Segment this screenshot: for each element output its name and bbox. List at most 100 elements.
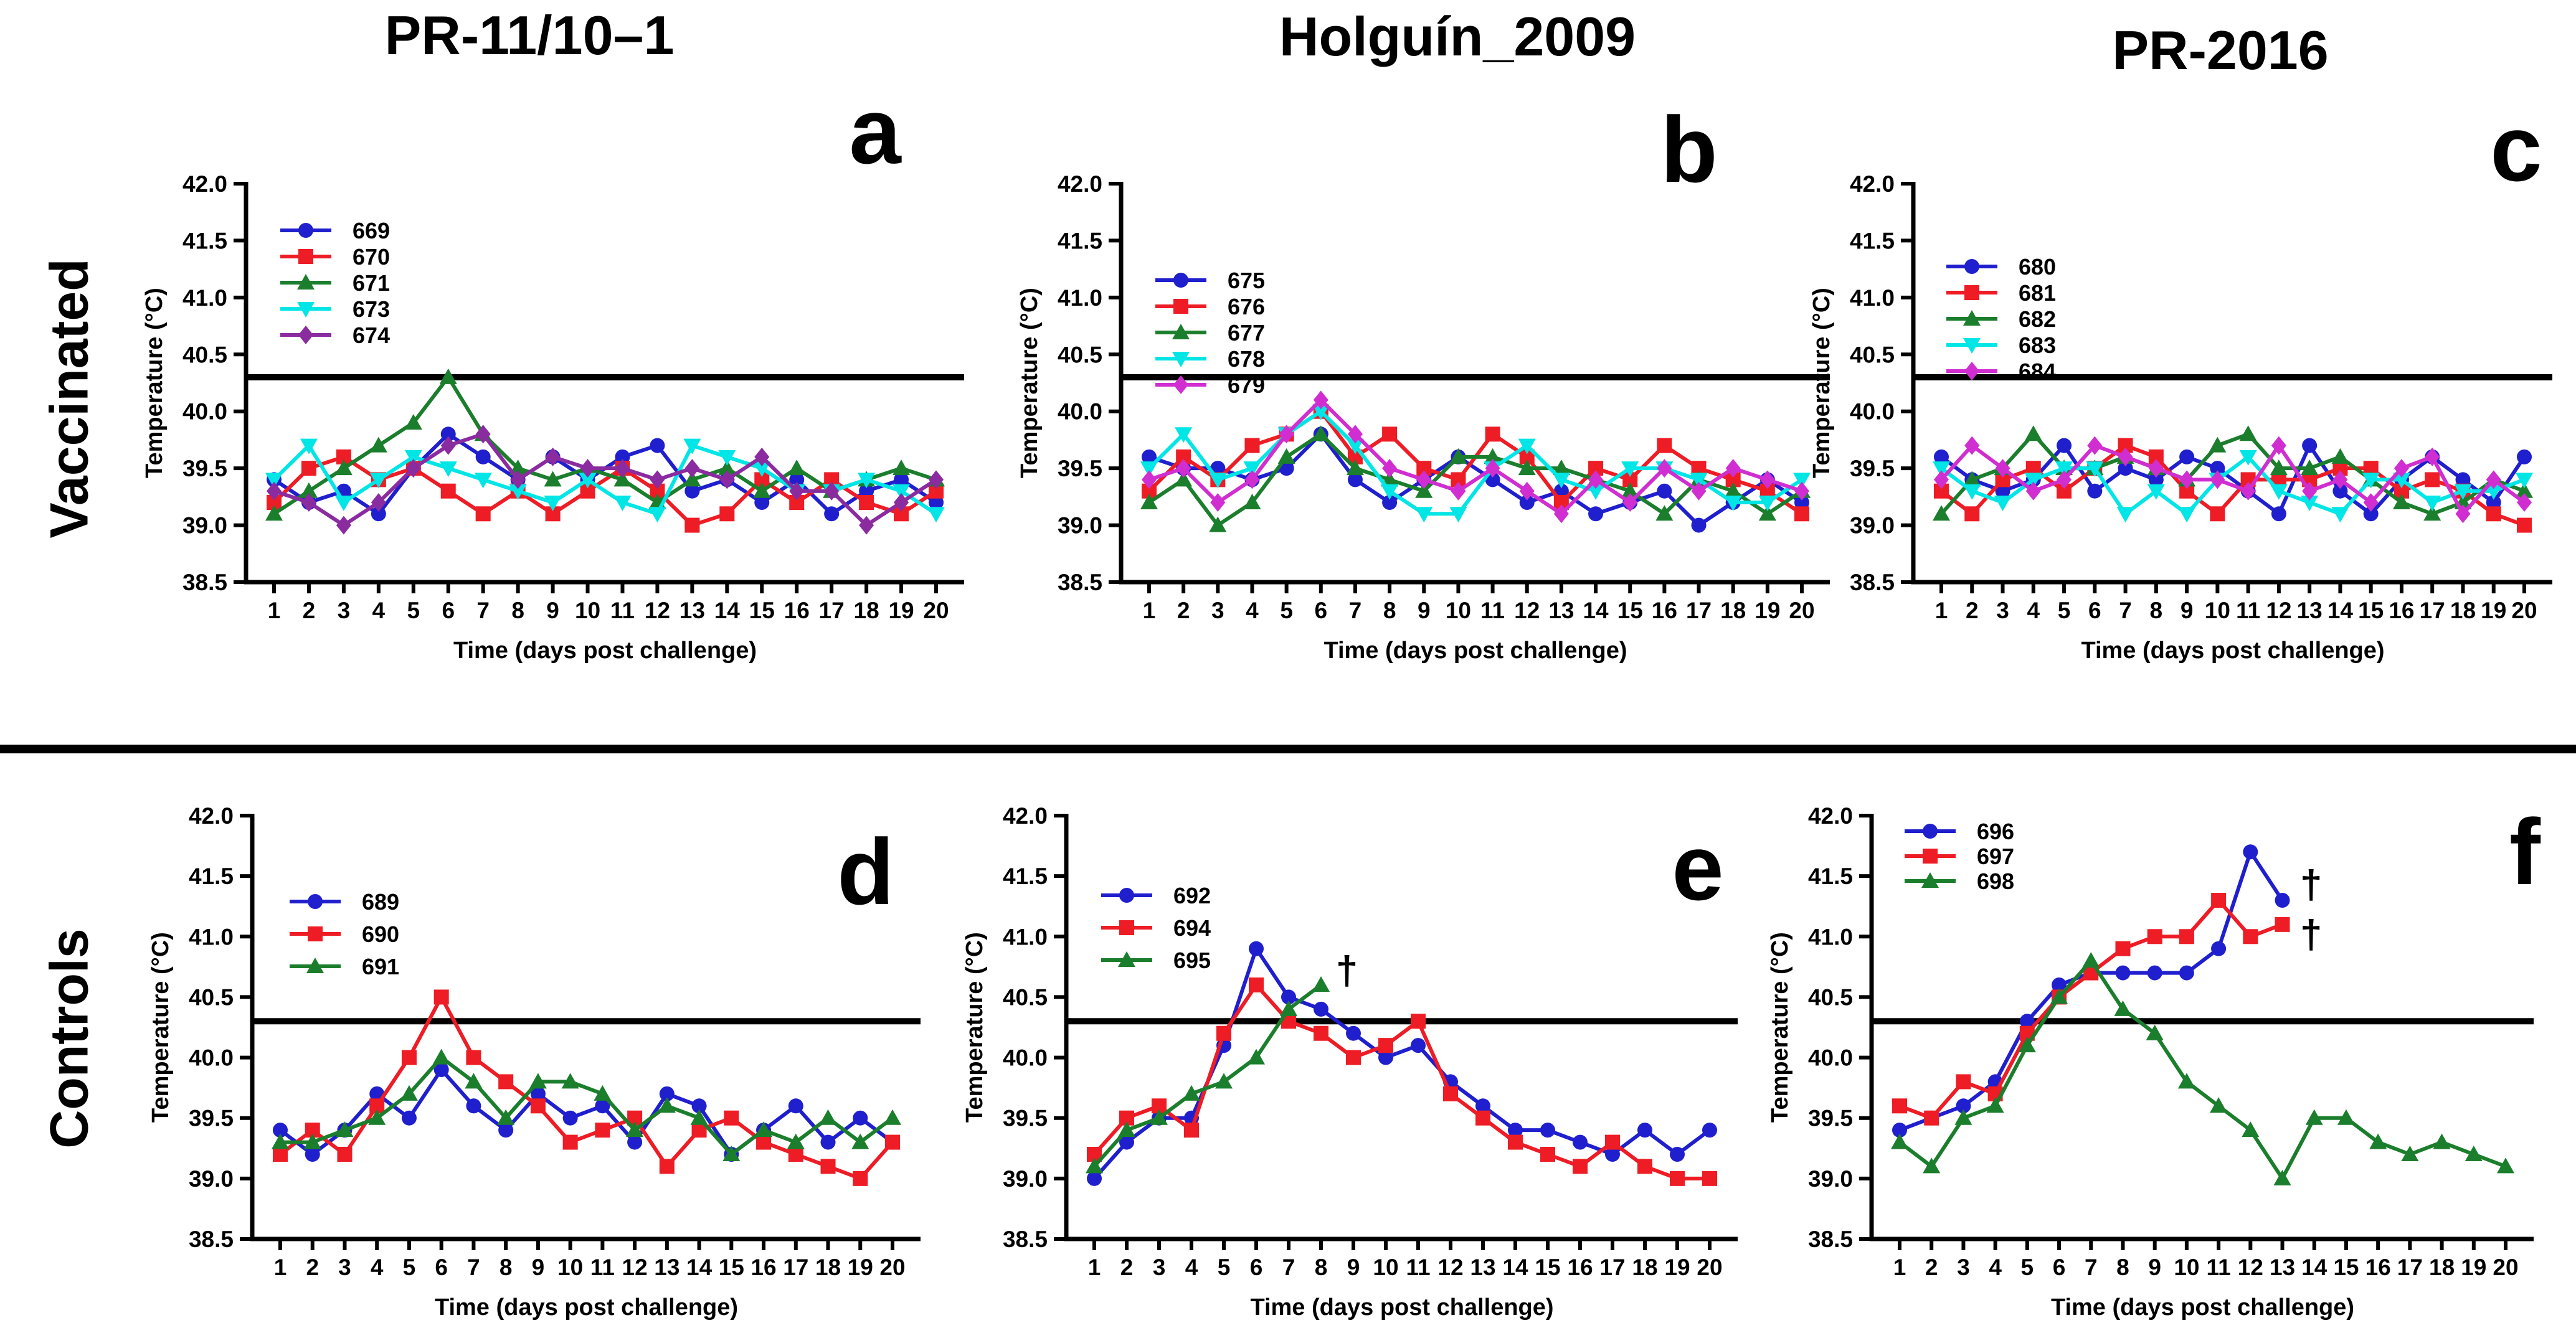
death-dagger-annotation: †	[2300, 862, 2323, 907]
x-tick-label: 1	[274, 1255, 287, 1280]
panel-c: 38.539.039.540.040.541.041.542.01 2 3 4 5 6 7 8…	[1809, 96, 2552, 664]
y-axis-label: Temperature (°C)	[1809, 288, 1835, 478]
marker-680-day6	[2087, 483, 2103, 499]
legend-diamond-icon	[1964, 362, 1979, 380]
marker-684-day2	[1964, 436, 1980, 455]
x-axis-label: Time (days post challenge)	[435, 1294, 738, 1321]
marker-698-day15	[2337, 1109, 2355, 1125]
marker-673-day7	[474, 473, 492, 489]
x-tick-label: 19	[1664, 1255, 1690, 1280]
marker-678-day13	[1552, 473, 1570, 489]
marker-698-day9	[2146, 1024, 2164, 1040]
marker-696-day1	[1892, 1123, 1907, 1138]
panel-b: 38.539.039.540.040.541.041.542.01 2 3 4 5 6 7 8…	[1016, 97, 1830, 664]
marker-669-day18	[859, 483, 874, 499]
series-markers-683	[1933, 450, 2533, 523]
marker-673-day13	[683, 438, 701, 455]
marker-682-day2	[1963, 471, 1981, 487]
marker-673-day18	[858, 473, 876, 489]
legend-circle-icon	[1119, 888, 1134, 903]
marker-678-day4	[1243, 461, 1261, 478]
marker-678-day7	[1346, 438, 1364, 455]
y-tick-label: 42.0	[1850, 171, 1895, 197]
marker-679-day3	[1210, 493, 1226, 512]
marker-669-day13	[684, 483, 700, 499]
x-tick-label: 3	[1996, 598, 2009, 623]
x-tick-label: 5	[403, 1255, 416, 1280]
marker-671-day1	[265, 505, 283, 521]
marker-679-day1	[1142, 470, 1157, 489]
series-markers-695	[1086, 976, 1330, 1174]
marker-696-day12	[2243, 844, 2258, 860]
marker-675-day8	[1382, 495, 1398, 510]
x-axis-label: Time (days post challenge)	[2051, 1294, 2354, 1321]
x-tick-label: 14	[2327, 598, 2354, 623]
y-tick-label: 39.0	[189, 1166, 234, 1192]
legend-square-icon	[1964, 285, 1979, 300]
legend-triangle-up-icon	[306, 958, 324, 973]
marker-679-day9	[1416, 470, 1432, 489]
marker-694-day4	[1184, 1123, 1199, 1138]
marker-680-day8	[2148, 472, 2164, 488]
marker-679-day2	[1176, 459, 1191, 478]
y-tick-label: 40.0	[1808, 1045, 1853, 1071]
x-tick-label: 18	[1632, 1255, 1657, 1280]
y-tick-label: 39.0	[1808, 1166, 1853, 1192]
marker-689-day2	[305, 1147, 320, 1162]
legend-item-679: 679	[1155, 372, 1265, 398]
marker-689-day5	[401, 1110, 417, 1126]
y-tick-label: 38.5	[1003, 1227, 1048, 1252]
legend-label: 671	[353, 270, 390, 296]
series-markers-690	[273, 989, 900, 1186]
marker-671-day3	[334, 459, 353, 476]
legend-circle-icon	[1923, 824, 1938, 839]
marker-677-day19	[1758, 505, 1776, 521]
x-tick-label: 2	[1966, 598, 1979, 623]
marker-697-day13	[2275, 916, 2290, 932]
marker-698-day19	[2465, 1146, 2483, 1161]
marker-675-day16	[1657, 483, 1672, 499]
marker-698-day8	[2114, 1000, 2132, 1016]
y-tick-label: 38.5	[182, 570, 227, 595]
x-tick-label: 10	[557, 1255, 583, 1280]
marker-684-day6	[2087, 436, 2103, 455]
marker-673-day3	[334, 496, 353, 511]
marker-689-day9	[530, 1086, 546, 1101]
legend-label: 696	[1977, 819, 2014, 844]
x-tick-label: 4	[371, 1255, 384, 1280]
marker-690-day15	[724, 1110, 739, 1126]
x-axis-label: Time (days post challenge)	[1324, 638, 1627, 664]
marker-698-day4	[1986, 1097, 2004, 1113]
legend-item-674: 674	[280, 323, 390, 348]
x-tick-label: 12	[645, 598, 670, 623]
x-tick-label: 9	[1347, 1255, 1360, 1280]
marker-674-day15	[754, 447, 770, 466]
y-tick-label: 39.5	[189, 1106, 234, 1131]
x-tick-label: 7	[476, 598, 490, 623]
x-tick-label: 17	[783, 1255, 808, 1280]
marker-690-day5	[401, 1050, 417, 1065]
marker-682-day12	[2270, 459, 2288, 476]
marker-680-day3	[1995, 483, 2010, 499]
marker-692-day13	[1475, 1098, 1490, 1114]
x-tick-label: 6	[435, 1255, 448, 1280]
marker-670-day13	[684, 517, 700, 533]
x-tick-label: 6	[1250, 1255, 1263, 1280]
x-tick-label: 13	[680, 598, 705, 623]
marker-689-day1	[273, 1123, 288, 1138]
legend-circle-icon	[308, 894, 323, 909]
x-tick-label: 7	[1349, 598, 1362, 623]
marker-696-day10	[2179, 965, 2194, 981]
marker-684-day8	[2148, 459, 2164, 478]
marker-674-day17	[824, 481, 840, 501]
marker-680-day9	[2179, 449, 2195, 464]
marker-674-day4	[371, 493, 386, 512]
x-axis-label: Time (days post challenge)	[1250, 1294, 1553, 1321]
marker-671-day15	[753, 482, 771, 498]
marker-673-day9	[544, 496, 562, 511]
x-tick-label: 17	[2397, 1255, 2423, 1280]
marker-673-day15	[753, 461, 771, 478]
series-line-679	[1147, 398, 1804, 516]
legend-label: 692	[1173, 883, 1211, 908]
x-tick-label: 12	[2266, 598, 2291, 623]
